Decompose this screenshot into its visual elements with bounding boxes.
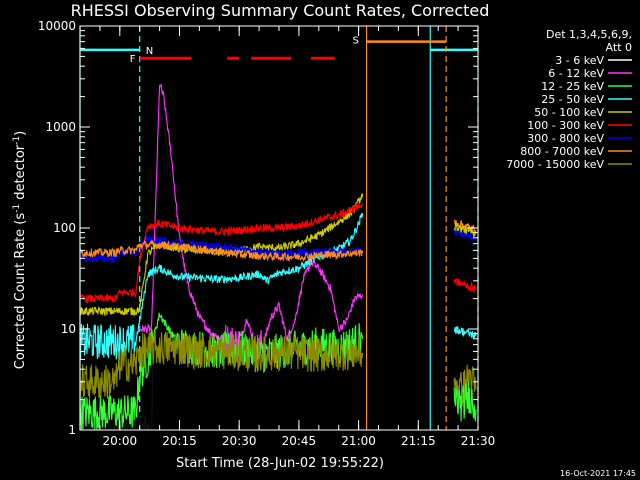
y-axis-label: Corrected Count Rate (s-1 detector-1) bbox=[12, 131, 28, 369]
y-tick-label-0: 1 bbox=[68, 423, 76, 437]
night-label: N bbox=[146, 46, 153, 57]
legend-entry-label-8: 7000 - 15000 keV bbox=[506, 158, 604, 171]
y-axis-label-end: ) bbox=[13, 131, 28, 136]
timestamp-label: 16-Oct-2021 17:45 bbox=[560, 469, 636, 478]
x-tick-label-1: 20:15 bbox=[162, 434, 197, 448]
x-tick-label-6: 21:30 bbox=[461, 434, 496, 448]
series-line-13 bbox=[453, 326, 477, 340]
x-axis-label: Start Time (28-Jun-02 19:55:22) bbox=[176, 456, 384, 471]
chart-title: RHESSI Observing Summary Count Rates, Co… bbox=[71, 1, 490, 20]
legend-entry-label-6: 300 - 800 keV bbox=[527, 132, 604, 145]
legend-entry-label-7: 800 - 7000 keV bbox=[520, 145, 604, 158]
y-axis-label-main: Corrected Count Rate (s bbox=[13, 213, 28, 370]
series-line-12 bbox=[453, 222, 477, 237]
x-tick-label-3: 20:45 bbox=[282, 434, 317, 448]
y-tick-label-1: 10 bbox=[61, 322, 76, 336]
flare-label: F bbox=[130, 54, 136, 65]
axes: 1 10 100 1000 10000 20:00 20:15 20:30 20:45 21:00… bbox=[38, 19, 495, 448]
x-tick-label-2: 20:30 bbox=[222, 434, 257, 448]
legend-entry-label-3: 25 - 50 keV bbox=[541, 93, 604, 106]
legend-entry-label-1: 6 - 12 keV bbox=[548, 67, 604, 80]
series-line-7 bbox=[79, 239, 364, 263]
series-line-2 bbox=[79, 312, 364, 431]
y-tick-label-4: 10000 bbox=[38, 19, 76, 33]
legend-entry-label-0: 3 - 6 keV bbox=[555, 54, 604, 67]
y-axis-label-sup2: -1 bbox=[12, 136, 22, 145]
legend-header-1: Det 1,3,4,5,6,9, bbox=[546, 28, 632, 41]
y-tick-label-2: 100 bbox=[53, 221, 76, 235]
legend-entry-label-5: 100 - 300 keV bbox=[527, 119, 604, 132]
series-line-1 bbox=[139, 83, 364, 368]
legend-header-2: Att 0 bbox=[606, 41, 632, 54]
y-tick-label-3: 1000 bbox=[45, 120, 76, 134]
x-tick-label-0: 20:00 bbox=[103, 434, 138, 448]
saa-label: S bbox=[353, 36, 359, 47]
x-tick-label-5: 21:15 bbox=[401, 434, 436, 448]
series-line-15 bbox=[453, 381, 477, 423]
series-line-9 bbox=[453, 278, 477, 294]
x-tick-label-4: 21:00 bbox=[341, 434, 376, 448]
y-axis-label-sup1: -1 bbox=[12, 204, 22, 213]
series-line-5 bbox=[79, 202, 364, 305]
plot-content: NF S bbox=[79, 26, 479, 432]
series-line-8 bbox=[79, 330, 364, 399]
legend-entry-label-4: 50 - 100 keV bbox=[534, 106, 604, 119]
legend-entry-label-2: 12 - 25 keV bbox=[541, 80, 604, 93]
series-line-0 bbox=[79, 115, 364, 432]
series-line-14 bbox=[453, 364, 477, 407]
y-axis-label-mid: detector bbox=[13, 144, 28, 204]
